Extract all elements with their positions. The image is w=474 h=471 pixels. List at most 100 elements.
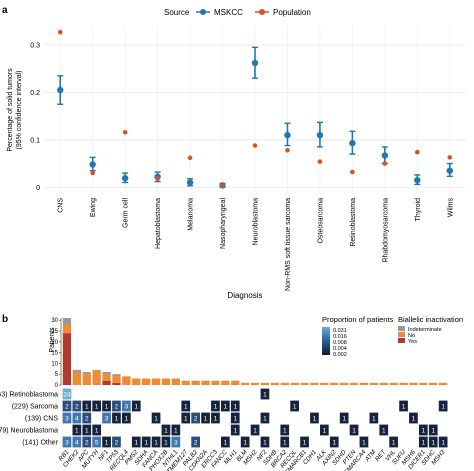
- point-mskcc-rhabdomyosarcoma: [381, 152, 389, 159]
- point-population-rhabdomyosarcoma: [382, 161, 388, 166]
- heat-count-139-cns-nf1: 3: [105, 415, 109, 422]
- heat-cell-229-sarcoma-apc: [82, 400, 92, 412]
- bar-msh6-no: [409, 382, 418, 385]
- heat-count-79-neuroblastoma-pten: 1: [352, 427, 356, 434]
- panel-b-heatmap: 24 12 2 1 1 1 2 3 1 1 1 1 1 1 1 13 4 2 3 1 1 1 1 2 1 1 1 1 1 1 1 11 1 1 1 1…: [62, 388, 448, 448]
- heat-legend-gradient: [322, 327, 330, 355]
- heat-count-79-neuroblastoma-alk: 1: [323, 427, 327, 434]
- heat-cell-79-neuroblastoma-pten: [349, 424, 359, 436]
- point-population-nasopharyngeal: [220, 183, 225, 188]
- bar-ercc3-no: [211, 380, 220, 385]
- heat-cell-141-other-fancc: [221, 436, 230, 448]
- heat-cell-229-sarcoma-nf1: [102, 400, 111, 412]
- heat-count-141-other-msh3: 1: [441, 439, 445, 446]
- bar-fancc-no: [221, 380, 230, 385]
- biallelic-legend-title: Biallelic inactivation: [398, 315, 463, 324]
- bar-phox2b-no: [161, 378, 171, 385]
- point-population-osteosarcoma: [317, 159, 323, 164]
- point-population-cns: [57, 29, 63, 35]
- heat-legend-tick-0-008: 0.008: [333, 340, 347, 346]
- heat-count-141-other-chek2: 4: [75, 439, 79, 446]
- heat-count-141-other-apc: 2: [85, 439, 89, 446]
- heat-count-79-neuroblastoma-mutyh: 1: [95, 427, 99, 434]
- row-label-79-neuroblastoma: (79) Neuroblastoma: [0, 428, 58, 435]
- heat-count-229-sarcoma-mlh1: 1: [233, 403, 237, 410]
- heat-count-141-other-fanca: 1: [154, 439, 158, 446]
- heat-count-229-sarcoma-fancc: 1: [224, 403, 228, 410]
- heat-cell-141-other-blm: [240, 436, 250, 448]
- heat-count-229-sarcoma-msh3: 1: [441, 403, 445, 410]
- heat-count-139-cns-rb1: 3: [65, 415, 69, 422]
- point-mskcc-non-rms-soft-tissue-sarcoma: [284, 131, 291, 139]
- bar-y-tick-label-30: 30: [51, 318, 58, 324]
- heat-cell-141-other-brca2: [280, 436, 290, 448]
- legend-a-mskcc-marker: [200, 9, 206, 15]
- bar-tmem127-no: [181, 380, 190, 385]
- bar-fanca-no: [151, 378, 161, 385]
- heat-cell-139-cns-cdkn2a: [201, 412, 210, 424]
- heat-cell-139-cns-chek2: [72, 412, 82, 424]
- heat-count-229-sarcoma-nf1: 1: [105, 403, 109, 410]
- panel-a-grid: [44, 26, 466, 192]
- heat-cell-141-other-sdhc: [428, 436, 438, 448]
- panel-a-y-ticks: 0 0.1 0.2 0.3: [30, 42, 40, 191]
- bar-y-tick-label-20: 20: [51, 340, 58, 346]
- row-label-63-retinoblastoma: (63) Retinoblastoma: [0, 392, 58, 399]
- bar-chek2-no: [72, 372, 81, 385]
- heat-count-79-neuroblastoma-msh2: 1: [253, 427, 257, 434]
- heat-count-139-cns-apc: 2: [85, 415, 89, 422]
- heat-count-141-other-blm: 1: [243, 439, 247, 446]
- heat-legend-tick-0-002: 0.002: [333, 352, 347, 358]
- heat-count-63-retinoblastoma-nf2: 1: [263, 391, 267, 398]
- heat-count-229-sarcoma-recql4: 3: [125, 403, 129, 410]
- heat-count-141-other-tp53: 2: [115, 439, 119, 446]
- heat-count-141-other-fancc: 1: [224, 439, 228, 446]
- bar-recql-no: [290, 382, 299, 385]
- panel-b-gene-labels: RB1CHEK2APCMUTYHNF1TP53RECQL4PMS2SDHAFAN…: [57, 448, 447, 471]
- bar-sdha-no: [142, 378, 151, 385]
- heat-cell-141-other-phox2b: [161, 436, 171, 448]
- point-mskcc-neuroblastoma: [251, 59, 259, 67]
- bar-chek2-indeterminate: [72, 369, 81, 373]
- panel-a-x-label: Diagnosis: [227, 291, 262, 300]
- heat-cell-229-sarcoma-tp53: [112, 400, 121, 412]
- heat-cell-139-cns-nf2: [260, 412, 270, 424]
- bar-rb1-yes: [62, 333, 72, 385]
- heat-cell-141-other-axin2: [329, 436, 339, 448]
- heat-count-141-other-phox2b: 1: [164, 439, 168, 446]
- bar-cdkn2a-no: [201, 380, 210, 385]
- panel-a-marks: [57, 29, 453, 189]
- heat-cell-79-neuroblastoma-apc: [82, 424, 92, 436]
- heat-cell-141-other-pms2: [131, 436, 141, 448]
- heat-count-141-other-dicer1: 1: [422, 439, 426, 446]
- heat-count-141-other-axin2: 1: [332, 439, 336, 446]
- heat-cell-141-other-tp53: [112, 436, 121, 448]
- heat-count-229-sarcoma-tp53: 2: [115, 403, 119, 410]
- heat-legend-tick-0-031: 0.031: [333, 328, 347, 334]
- point-population-retinoblastoma: [350, 169, 355, 175]
- bar-nf2-no: [260, 382, 270, 385]
- heat-cell-79-neuroblastoma-sdhc: [428, 424, 438, 436]
- heat-cell-229-sarcoma-tmem127: [181, 400, 191, 412]
- bar-sufu-no: [399, 382, 408, 385]
- heat-cell-139-cns-mlh1: [230, 412, 240, 424]
- heat-cell-141-other-mutyh: [92, 436, 101, 448]
- x-tick-label-melanoma: Melanoma: [188, 198, 195, 231]
- heat-cell-139-cns-msh6: [409, 412, 418, 424]
- heat-legend-title: Proportion of patients: [322, 315, 394, 324]
- bar-rb1-indeterminate: [62, 318, 72, 325]
- bar-palb2-no: [191, 380, 200, 385]
- point-mskcc-ewing: [89, 161, 96, 168]
- bar-dicer1-no: [419, 382, 428, 385]
- heat-cell-139-cns-tp53: [112, 412, 121, 424]
- heat-count-141-other-nf2: 1: [263, 439, 267, 446]
- bar-smarcb1-no: [300, 382, 309, 385]
- heat-count-139-cns-sdhd: 1: [342, 415, 346, 422]
- heat-count-141-other-nf1: 1: [105, 439, 109, 446]
- heat-count-229-sarcoma-apc: 1: [85, 403, 89, 410]
- heat-cell-141-other-sdha: [141, 436, 151, 448]
- heat-count-229-sarcoma-rb1: 2: [65, 403, 69, 410]
- row-label-229-sarcoma: (229) Sarcoma: [12, 404, 58, 411]
- heat-cell-79-neuroblastoma-brca2: [280, 424, 290, 436]
